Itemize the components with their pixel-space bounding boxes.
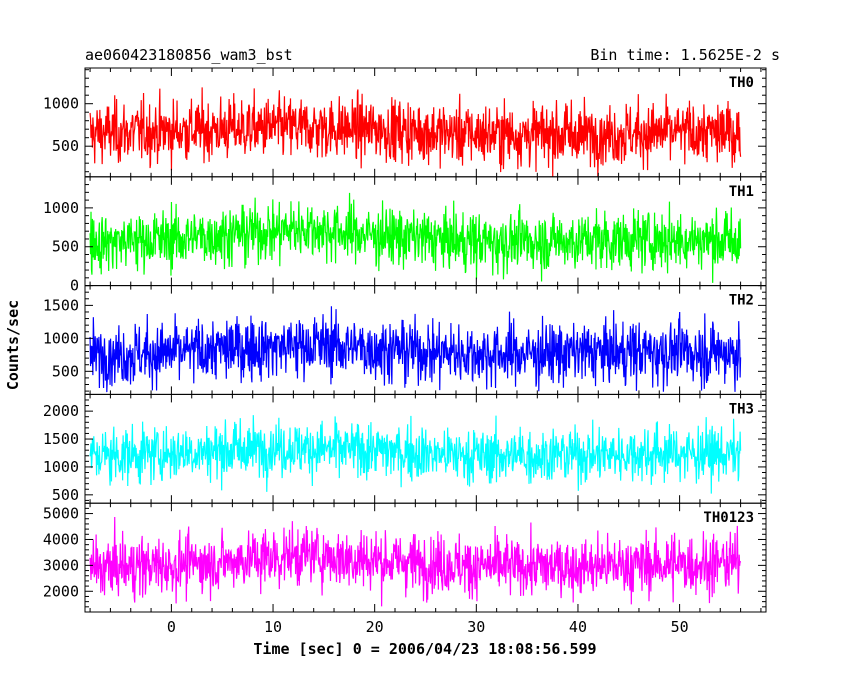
chart-subtitle: Bin time: 1.5625E-2 s [590, 46, 780, 64]
series-line-th2 [89, 306, 742, 393]
y-tick-label: 500 [52, 486, 79, 504]
y-tick-label: 0 [70, 277, 79, 295]
panel-frame [84, 502, 767, 613]
series-line-th0 [89, 87, 742, 177]
series-label-th0: TH0 [729, 75, 754, 91]
x-tick-label: 30 [467, 618, 485, 636]
y-tick-label: 1000 [43, 458, 79, 476]
series-line-th0123 [89, 517, 742, 607]
y-tick-label: 2000 [43, 582, 79, 600]
x-tick-label: 20 [366, 618, 384, 636]
series-line-th1 [89, 192, 742, 283]
series-label-th3: TH3 [729, 401, 754, 417]
panel-th2: 500 1000 1500 TH2 [43, 285, 767, 395]
y-tick-label: 5000 [43, 505, 79, 523]
y-tick-label: 500 [52, 362, 79, 380]
chart-title: ae060423180856_wam3_bst [85, 46, 293, 64]
y-tick-label: 1500 [43, 296, 79, 314]
panel-th1: 0 500 1000 TH1 [43, 176, 767, 295]
y-axis-label: Counts/sec [4, 300, 22, 390]
x-axis-label: Time [sec] 0 = 2006/04/23 18:08:56.599 [253, 640, 596, 658]
y-tick-label: 1000 [43, 329, 79, 347]
x-tick-label: 50 [671, 618, 689, 636]
panel-th0: 500 1000 TH0 [43, 67, 767, 178]
series-label-th2: TH2 [729, 293, 754, 309]
panel-th0123: 2000 3000 4000 5000 TH0123 [43, 502, 767, 613]
series-label-th0123: TH0123 [703, 510, 754, 526]
panel-th3: 500 1000 1500 2000 TH3 [43, 393, 767, 504]
y-tick-label: 1500 [43, 430, 79, 448]
x-tick-label: 40 [569, 618, 587, 636]
y-tick-label: 2000 [43, 402, 79, 420]
y-tick-label: 1000 [43, 95, 79, 113]
y-tick-label: 3000 [43, 556, 79, 574]
x-tick-label: 0 [167, 618, 176, 636]
y-tick-label: 500 [52, 238, 79, 256]
y-tick-label: 1000 [43, 199, 79, 217]
series-line-th3 [89, 415, 742, 494]
x-tick-label: 10 [264, 618, 282, 636]
y-tick-label: 4000 [43, 530, 79, 548]
series-label-th1: TH1 [729, 184, 754, 200]
y-tick-label: 500 [52, 137, 79, 155]
